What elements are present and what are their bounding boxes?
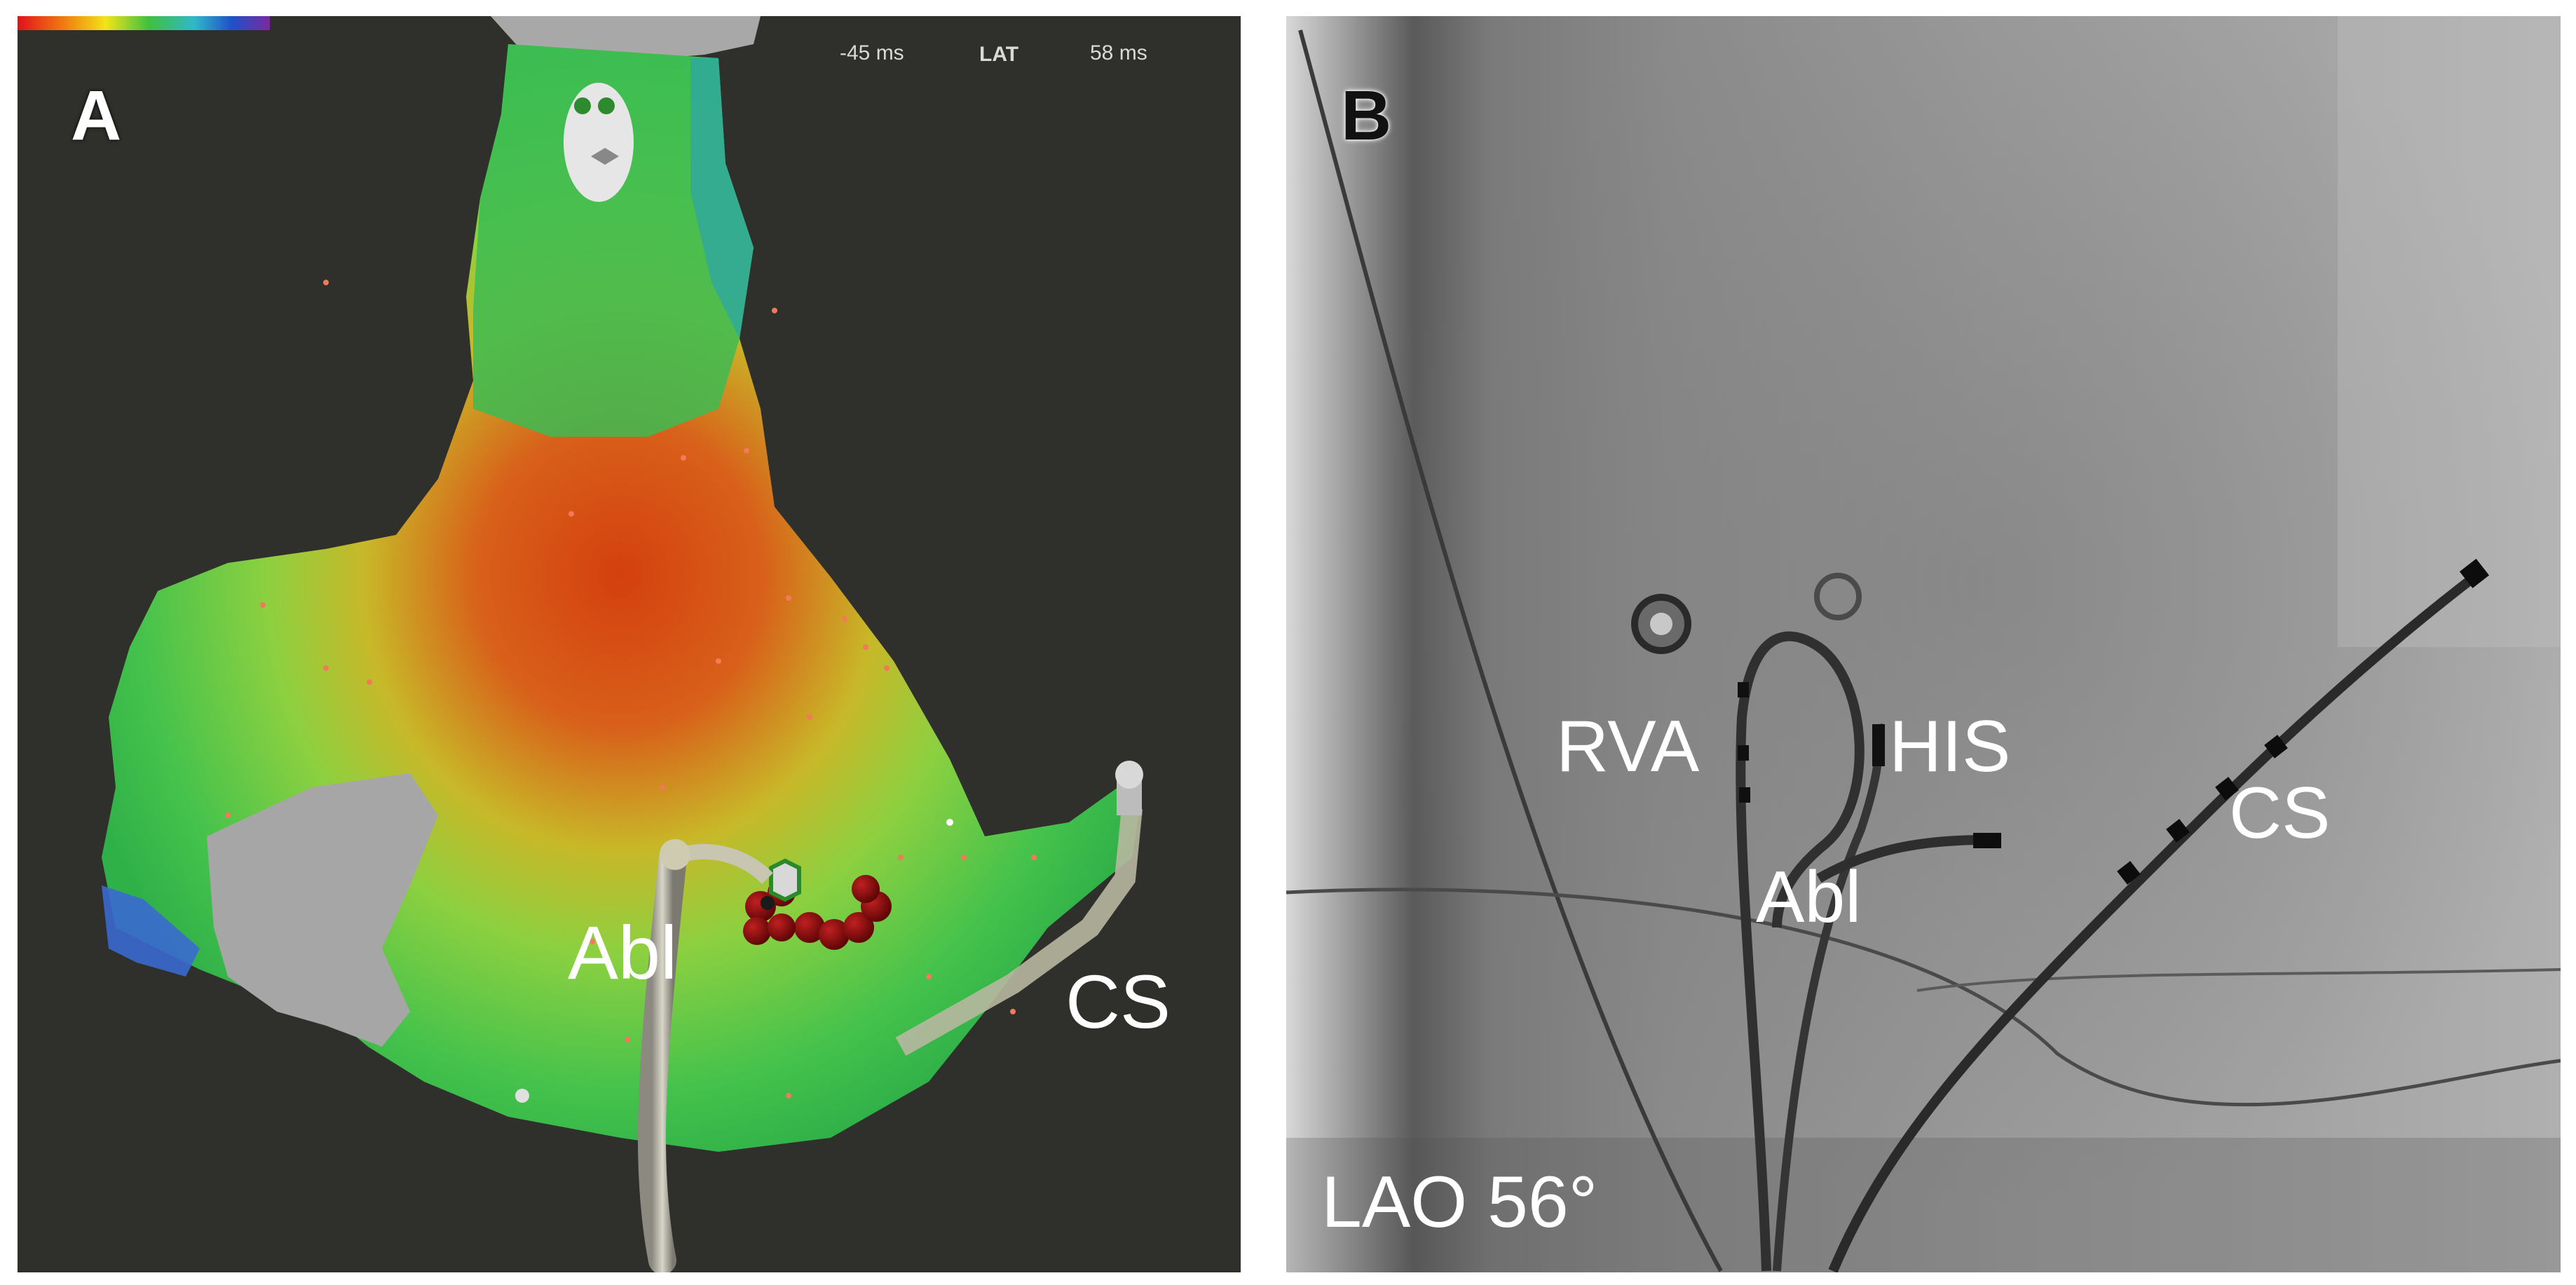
his-label: HIS — [1889, 706, 2011, 787]
ablation-catheter — [637, 843, 687, 1272]
upper-green-region — [473, 44, 754, 437]
rva-label: RVA — [1556, 706, 1700, 787]
rva-catheter — [1736, 631, 1865, 1272]
lat-min-label: -45 ms — [840, 41, 904, 64]
panel-a-letter: A — [71, 76, 122, 155]
view-angle-label: LAO 56° — [1321, 1162, 1598, 1243]
oval-marker — [564, 83, 634, 202]
lat-colorbar — [18, 16, 270, 30]
panel-a-electroanatomic-map: A -45 ms LAT 58 ms Abl CS — [18, 16, 1241, 1272]
device-ring-2 — [1814, 573, 1862, 620]
fluoro-canvas — [1286, 16, 2561, 1272]
lat-title-label: LAT — [979, 43, 1019, 66]
left-grey-region — [207, 773, 438, 1047]
his-catheter — [1773, 723, 1884, 1272]
lat-max-label: 58 ms — [1090, 41, 1147, 64]
cs-catheter — [895, 807, 1143, 1056]
cs-catheter-b — [1828, 573, 2478, 1272]
abl-catheter — [1816, 835, 1988, 883]
abl-label-b: Abl — [1756, 857, 1862, 938]
abl-label-a: Abl — [568, 910, 678, 995]
cs-label-b: CS — [2229, 773, 2331, 854]
cs-label-a: CS — [1065, 959, 1171, 1044]
panel-b-fluoroscopy: B RVA HIS Abl CS LAO 56° — [1286, 16, 2561, 1272]
map-canvas — [102, 16, 1143, 1272]
panel-b-letter: B — [1341, 76, 1392, 155]
mapping-points — [225, 280, 1037, 1099]
